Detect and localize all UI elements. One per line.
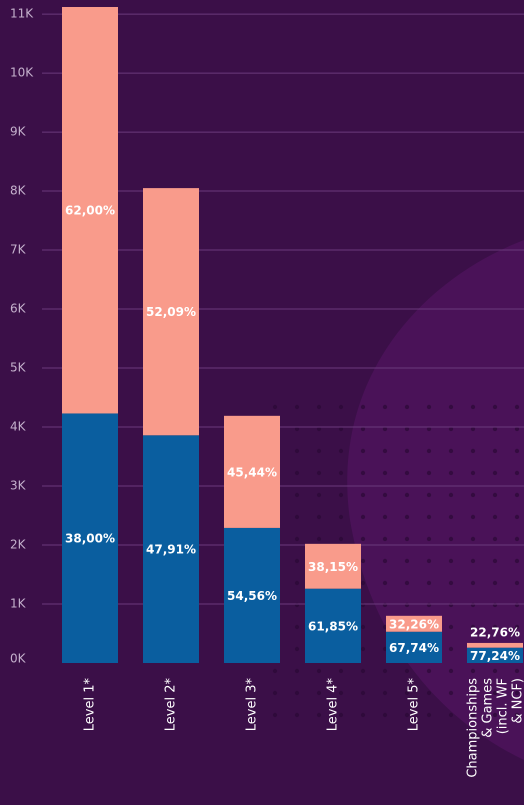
y-tick-label: 2K xyxy=(10,538,27,552)
bar-segment xyxy=(305,543,361,589)
bar-segment xyxy=(386,631,442,663)
y-tick-label: 7K xyxy=(10,243,27,257)
y-tick-label: 8K xyxy=(10,184,27,198)
bar-segment xyxy=(143,188,199,436)
value-label: 61,85% xyxy=(308,619,358,633)
value-label: 38,00% xyxy=(65,532,115,546)
bar-segment xyxy=(305,588,361,663)
value-label: 32,26% xyxy=(389,617,439,631)
x-tick-label: Level 4* xyxy=(326,678,341,732)
bar-segment xyxy=(224,527,280,663)
bar-segment xyxy=(143,435,199,663)
value-label: 22,76% xyxy=(470,625,520,639)
y-tick-label: 6K xyxy=(10,302,27,316)
x-tick-label: Level 3* xyxy=(245,678,260,732)
bar-segment xyxy=(386,615,442,632)
bar-segment xyxy=(62,413,118,663)
value-label: 45,44% xyxy=(227,465,277,479)
value-label: 77,24% xyxy=(470,649,520,663)
bar-segment xyxy=(224,415,280,528)
y-tick-label: 4K xyxy=(10,420,27,434)
x-tick-label: Level 5* xyxy=(407,678,422,732)
y-tick-label: 1K xyxy=(10,597,27,611)
x-tick-label: Level 2* xyxy=(164,678,179,732)
value-label: 52,09% xyxy=(146,305,196,319)
value-label: 47,91% xyxy=(146,543,196,557)
value-label: 38,15% xyxy=(308,560,358,574)
y-tick-label: 0K xyxy=(10,652,27,666)
y-tick-label: 5K xyxy=(10,361,27,375)
x-tick-label: Championships& Games(incl. WF& NCF) xyxy=(465,678,524,778)
y-tick-label: 9K xyxy=(10,125,27,139)
value-label: 67,74% xyxy=(389,641,439,655)
y-tick-label: 3K xyxy=(10,479,27,493)
value-label: 54,56% xyxy=(227,589,277,603)
bar-segment xyxy=(62,7,118,414)
y-tick-label: 11K xyxy=(10,7,34,21)
y-tick-label: 10K xyxy=(10,66,34,80)
bar-segment xyxy=(467,642,523,648)
bar-segment xyxy=(467,647,523,663)
x-tick-label: Level 1* xyxy=(83,678,98,732)
value-label: 62,00% xyxy=(65,204,115,218)
